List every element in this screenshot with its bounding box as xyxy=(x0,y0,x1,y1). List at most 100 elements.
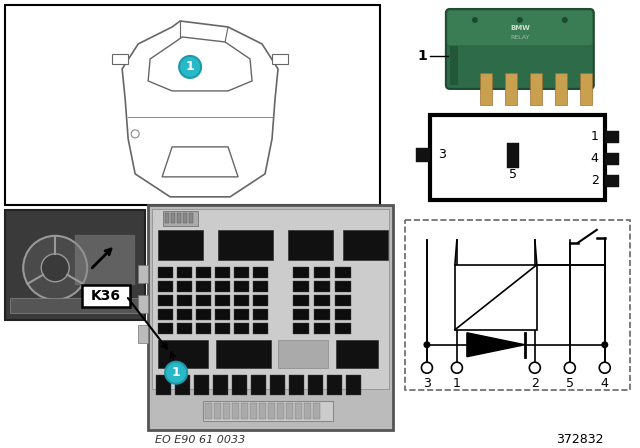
Bar xyxy=(293,323,309,334)
Bar xyxy=(335,309,351,320)
Bar xyxy=(253,281,268,292)
Bar xyxy=(555,73,567,105)
Circle shape xyxy=(472,17,478,23)
Bar xyxy=(314,295,330,306)
Bar xyxy=(215,267,230,278)
Bar xyxy=(293,309,309,320)
Bar xyxy=(196,323,211,334)
Bar xyxy=(416,148,430,162)
Bar xyxy=(234,309,249,320)
Bar xyxy=(158,323,173,334)
Bar xyxy=(405,220,630,390)
Text: 1: 1 xyxy=(172,366,180,379)
Bar xyxy=(313,403,320,419)
Bar xyxy=(335,323,351,334)
Text: 5: 5 xyxy=(509,168,517,181)
Bar xyxy=(5,210,145,320)
Circle shape xyxy=(424,341,431,348)
Bar xyxy=(158,340,208,368)
Bar xyxy=(213,375,228,395)
Text: 1: 1 xyxy=(186,60,195,73)
Bar xyxy=(138,265,148,283)
Bar xyxy=(138,325,148,343)
Bar xyxy=(215,281,230,292)
Circle shape xyxy=(564,362,575,373)
Bar xyxy=(250,403,257,419)
Bar xyxy=(289,375,304,395)
Bar xyxy=(158,267,173,278)
Bar xyxy=(165,213,169,223)
Bar xyxy=(171,213,175,223)
Polygon shape xyxy=(122,21,278,197)
Bar xyxy=(234,323,249,334)
Bar xyxy=(138,295,148,313)
Circle shape xyxy=(529,362,540,373)
Bar xyxy=(214,403,221,419)
Bar xyxy=(216,340,271,368)
Bar xyxy=(241,403,248,419)
Polygon shape xyxy=(162,147,238,177)
Text: 3: 3 xyxy=(438,148,446,161)
Text: 2: 2 xyxy=(591,174,599,187)
Bar xyxy=(158,309,173,320)
Circle shape xyxy=(23,236,87,300)
Bar xyxy=(259,403,266,419)
Bar xyxy=(286,403,293,419)
Bar xyxy=(156,375,171,395)
Bar xyxy=(152,209,389,389)
Bar xyxy=(234,267,249,278)
Bar xyxy=(196,295,211,306)
Bar xyxy=(455,265,537,330)
Bar xyxy=(177,281,192,292)
Text: 1: 1 xyxy=(453,377,461,390)
Text: 1: 1 xyxy=(591,130,599,143)
Bar xyxy=(314,281,330,292)
Bar xyxy=(163,211,198,226)
Text: RELAY: RELAY xyxy=(510,35,529,40)
Bar xyxy=(580,73,592,105)
Bar xyxy=(304,403,311,419)
Text: 372832: 372832 xyxy=(556,433,604,446)
Bar xyxy=(82,285,130,307)
Text: 1: 1 xyxy=(417,49,427,63)
Bar xyxy=(336,340,378,368)
Bar xyxy=(183,213,187,223)
Bar xyxy=(505,73,517,105)
Bar xyxy=(158,295,173,306)
Bar xyxy=(335,267,351,278)
Bar xyxy=(177,295,192,306)
Bar xyxy=(10,298,140,313)
Bar xyxy=(253,309,268,320)
Bar xyxy=(253,267,268,278)
Bar xyxy=(308,375,323,395)
Bar xyxy=(335,295,351,306)
Bar xyxy=(253,295,268,306)
Bar xyxy=(278,340,328,368)
Bar xyxy=(112,54,128,64)
Bar xyxy=(196,267,211,278)
Bar xyxy=(327,375,342,395)
Circle shape xyxy=(602,341,608,348)
Bar xyxy=(196,281,211,292)
Text: 5: 5 xyxy=(566,377,574,390)
Bar xyxy=(5,5,380,205)
Bar xyxy=(293,267,309,278)
Circle shape xyxy=(41,254,69,282)
Bar xyxy=(530,73,542,105)
Bar xyxy=(148,205,393,430)
Bar xyxy=(175,375,190,395)
Bar xyxy=(177,267,192,278)
Bar xyxy=(215,309,230,320)
Bar xyxy=(346,375,361,395)
Bar xyxy=(177,309,192,320)
Text: K36: K36 xyxy=(91,289,121,303)
Bar xyxy=(205,403,212,419)
Bar xyxy=(177,213,181,223)
Polygon shape xyxy=(148,37,252,91)
Text: 3: 3 xyxy=(423,377,431,390)
Bar xyxy=(480,73,492,105)
Bar xyxy=(232,403,239,419)
Bar xyxy=(605,175,619,187)
Bar xyxy=(270,375,285,395)
Bar xyxy=(75,235,135,285)
